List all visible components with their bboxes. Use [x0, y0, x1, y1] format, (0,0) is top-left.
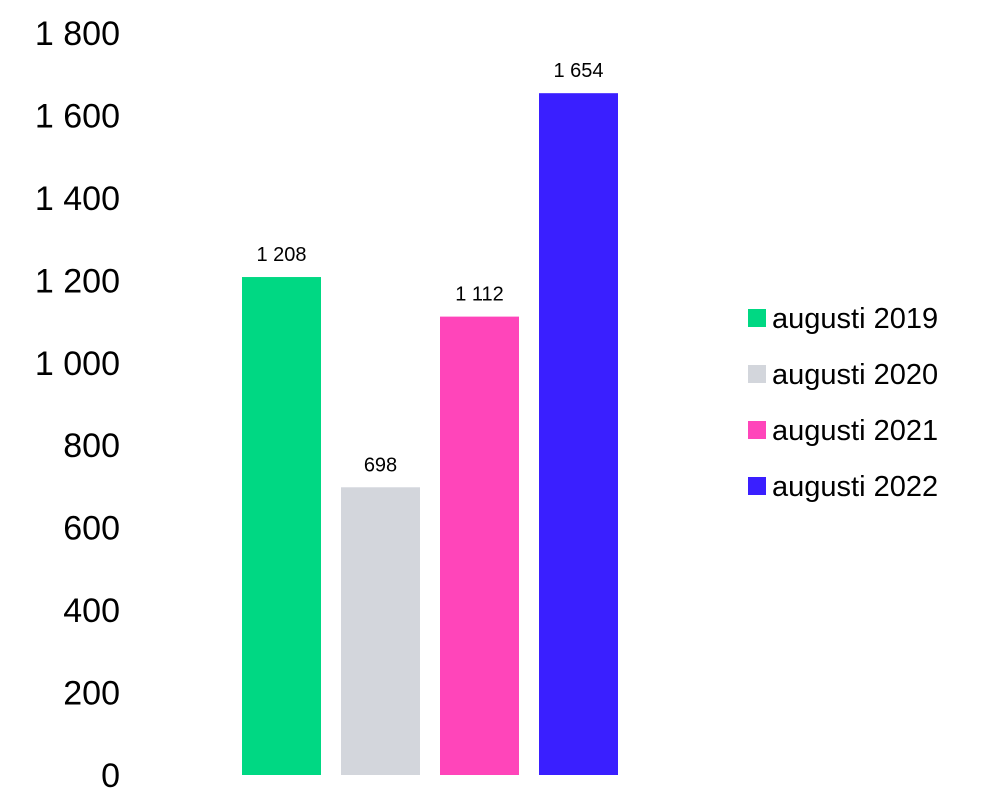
bar-value-label: 1 208: [256, 244, 306, 266]
y-tick-label: 1 800: [35, 15, 120, 53]
legend-item: augusti 2020: [748, 359, 938, 391]
legend-item: augusti 2019: [748, 303, 938, 335]
bar: [440, 316, 519, 775]
legend-swatch: [748, 421, 766, 439]
y-tick-label: 0: [101, 757, 120, 790]
legend: augusti 2019 augusti 2020 augusti 2021 augu…: [748, 303, 938, 503]
bar-value-label: 1 112: [455, 284, 504, 306]
y-tick-label: 1 200: [35, 262, 120, 300]
y-tick-label: 400: [63, 592, 120, 630]
y-tick-label: 1 600: [35, 97, 120, 135]
y-tick-label: 800: [63, 427, 120, 465]
legend-item: augusti 2021: [748, 415, 938, 447]
bar-value-label: 1 654: [553, 60, 603, 82]
legend-swatch: [748, 309, 766, 327]
y-tick-label: 1 000: [35, 345, 120, 383]
bar: [341, 487, 420, 775]
bar: [539, 93, 618, 775]
bars: [242, 93, 618, 775]
legend-item: augusti 2022: [748, 471, 938, 503]
y-tick-label: 1 400: [35, 180, 120, 218]
legend-swatch: [748, 477, 766, 495]
y-tick-label: 200: [63, 675, 120, 713]
value-labels: 1 208 698 1 112 1 654: [256, 60, 603, 476]
legend-label: augusti 2022: [772, 471, 938, 503]
y-tick-label: 600: [63, 510, 120, 548]
legend-label: augusti 2021: [772, 415, 938, 447]
legend-label: augusti 2019: [772, 303, 938, 335]
legend-label: augusti 2020: [772, 359, 938, 391]
bar-value-label: 698: [364, 454, 397, 476]
y-axis: 0 200 400 600 800 1 000 1 200 1 400 1 600 1 800: [35, 15, 120, 790]
legend-swatch: [748, 365, 766, 383]
bar: [242, 277, 321, 775]
